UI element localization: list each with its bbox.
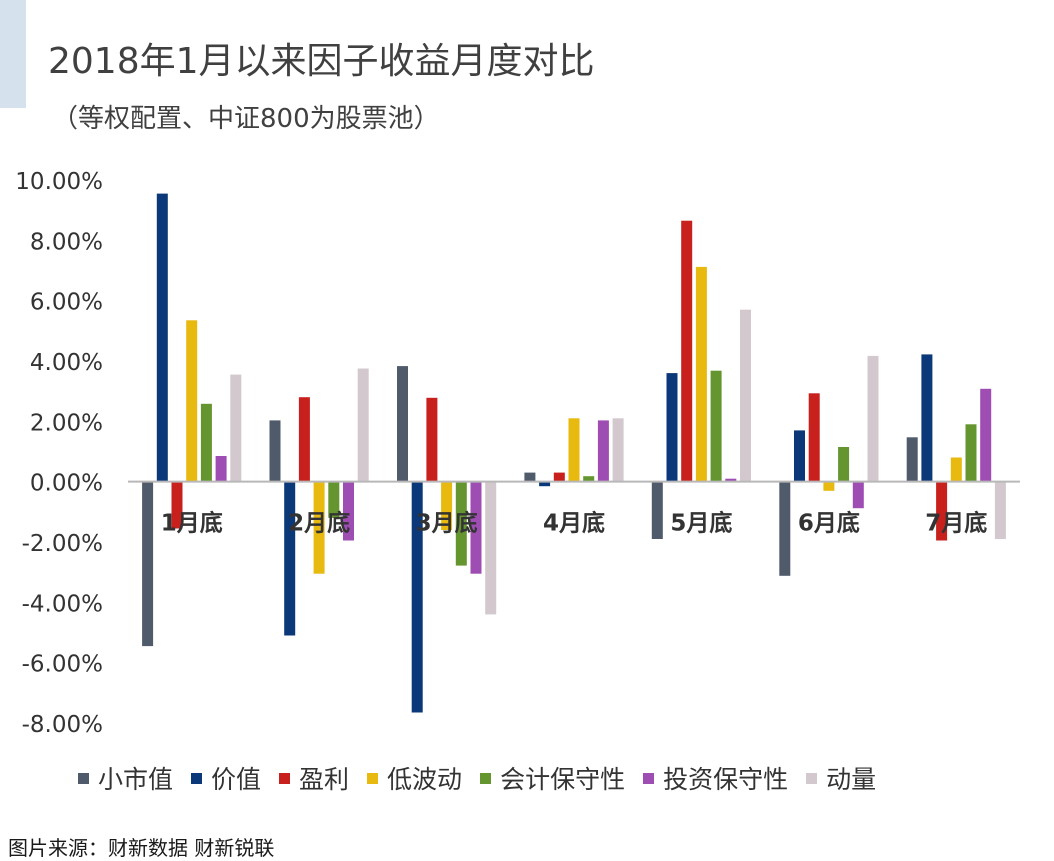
bar-动量-2月底: [357, 368, 369, 482]
y-tick-label: -6.00%: [22, 652, 103, 678]
legend-item: 会计保守性: [480, 760, 625, 796]
legend-swatch: [367, 772, 379, 784]
bar-投资保守性-4月底: [597, 420, 609, 482]
bar-盈利-4月底: [553, 472, 565, 482]
y-tick-label: -8.00%: [22, 712, 103, 738]
bar-会计保守性-2月底: [328, 481, 340, 518]
bar-投资保守性-1月底: [215, 456, 227, 482]
bar-小市值-1月底: [142, 481, 154, 647]
bar-价值-2月底: [284, 481, 296, 636]
y-tick-label: -4.00%: [22, 591, 103, 617]
bar-小市值-3月底: [397, 366, 408, 482]
legend-item: 小市值: [78, 760, 173, 796]
bar-小市值-6月底: [779, 481, 791, 576]
chart-subtitle: （等权配置、中证800为股票池）: [52, 104, 440, 134]
y-tick-label: 8.00%: [30, 229, 103, 255]
bar-动量-7月底: [994, 481, 1006, 539]
image-source: 图片来源：财新数据 财新锐联: [8, 836, 275, 860]
legend-swatch: [279, 772, 291, 784]
bar-盈利-6月底: [808, 393, 820, 482]
bar-低波动-1月底: [186, 320, 198, 482]
bar-盈利-5月底: [681, 220, 693, 482]
bar-动量-1月底: [230, 374, 242, 482]
bar-会计保守性-1月底: [200, 403, 212, 482]
chart-legend: 小市值 价值 盈利 低波动 会计保守性 投资保守性 动量: [78, 760, 894, 796]
bar-投资保守性-7月底: [980, 388, 992, 482]
legend-label: 价值: [211, 765, 262, 794]
x-category-label: 1月底: [161, 510, 223, 537]
bar-低波动-4月底: [568, 418, 580, 482]
bar-盈利-1月底: [171, 481, 183, 529]
chart-title: 2018年1月以来因子收益月度对比: [48, 41, 595, 82]
legend-label: 小市值: [98, 765, 174, 794]
legend-swatch: [78, 772, 89, 784]
y-tick-label: 4.00%: [30, 350, 103, 376]
legend-item: 价值: [191, 760, 261, 796]
y-tick-label: 0.00%: [30, 471, 103, 497]
bar-价值-6月底: [794, 430, 805, 482]
bar-价值-7月底: [921, 354, 933, 482]
y-tick-label: 6.00%: [30, 290, 103, 316]
bar-低波动-3月底: [441, 481, 453, 530]
x-category-label: 5月底: [670, 510, 732, 537]
x-category-label: 7月底: [925, 510, 987, 537]
legend-label: 会计保守性: [500, 765, 626, 794]
legend-swatch: [643, 772, 655, 784]
bar-会计保守性-3月底: [455, 481, 467, 566]
legend-label: 动量: [826, 765, 877, 794]
legend-item: 投资保守性: [643, 760, 788, 796]
bar-投资保守性-2月底: [343, 481, 354, 541]
y-tick-label: -2.00%: [22, 531, 103, 557]
y-tick-label: 10.00%: [15, 169, 103, 195]
bar-动量-6月底: [867, 355, 879, 482]
bar-低波动-2月底: [313, 481, 325, 574]
bar-低波动-5月底: [695, 266, 707, 482]
legend-label: 投资保守性: [663, 765, 789, 794]
bar-会计保守性-7月底: [965, 424, 977, 482]
bar-动量-5月底: [740, 309, 751, 482]
x-category-label: 4月底: [543, 510, 605, 537]
legend-label: 盈利: [299, 765, 350, 794]
legend-item: 盈利: [279, 760, 349, 796]
bar-会计保守性-6月底: [838, 447, 850, 482]
legend-swatch: [806, 772, 818, 784]
bar-低波动-7月底: [950, 457, 962, 482]
bar-小市值-2月底: [269, 420, 281, 482]
bar-小市值-7月底: [906, 437, 918, 482]
bar-动量-4月底: [612, 418, 624, 482]
bar-低波动-6月底: [823, 481, 835, 491]
bar-小市值-5月底: [651, 481, 663, 539]
bar-会计保守性-5月底: [710, 370, 722, 482]
bar-投资保守性-3月底: [470, 481, 482, 574]
x-category-label: 3月底: [416, 510, 478, 537]
bar-投资保守性-6月底: [852, 481, 864, 509]
bar-动量-3月底: [485, 481, 497, 615]
legend-swatch: [480, 772, 492, 784]
bar-价值-3月底: [411, 481, 423, 713]
legend-swatch: [191, 772, 203, 784]
bar-盈利-2月底: [298, 397, 310, 482]
bar-盈利-3月底: [426, 397, 438, 482]
bar-盈利-7月底: [936, 481, 948, 541]
bar-价值-5月底: [666, 373, 678, 482]
bar-会计保守性-4月底: [583, 476, 595, 482]
x-category-label: 6月底: [798, 510, 860, 537]
title-accent-bar: [0, 0, 26, 108]
bar-投资保守性-5月底: [725, 478, 737, 482]
bar-价值-1月底: [156, 193, 168, 482]
y-tick-label: 2.00%: [30, 410, 103, 436]
legend-item: 动量: [806, 760, 876, 796]
bar-小市值-4月底: [524, 472, 536, 482]
legend-item: 低波动: [367, 760, 462, 796]
bar-chart: 10.00% 8.00% 6.00% 4.00% 2.00% 0.00% -2.00% -4.…: [15, 169, 1020, 738]
x-category-label: 2月底: [288, 510, 350, 537]
bar-价值-4月底: [539, 481, 551, 487]
legend-label: 低波动: [387, 765, 463, 794]
